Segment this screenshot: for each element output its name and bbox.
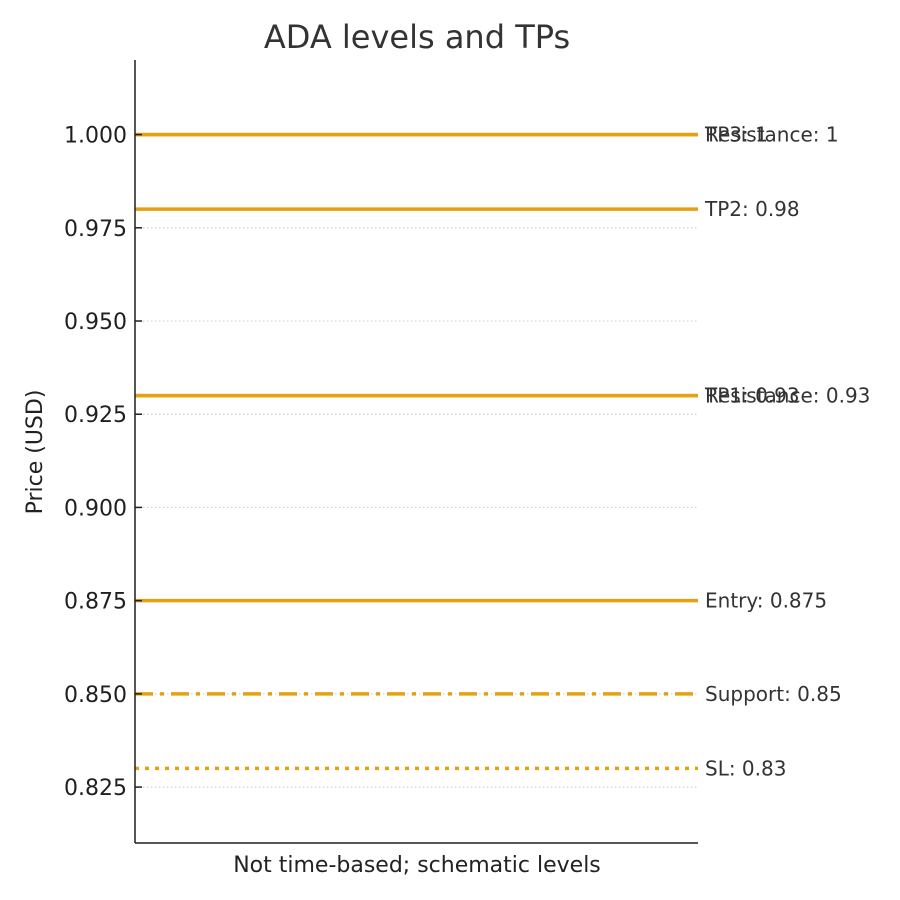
label-layer: Resistance: 1 Resistance: 0.93 Entry: 0.87… — [704, 123, 870, 781]
y-tick-label: 1.000 — [64, 124, 127, 149]
series-layer — [135, 132, 698, 771]
y-tick-label: 0.875 — [64, 590, 127, 615]
y-tick-label: 0.925 — [64, 403, 127, 428]
grid-layer — [135, 134, 698, 788]
y-tick-label: 0.825 — [64, 776, 127, 801]
y-axis-label: Price (USD) — [23, 390, 48, 515]
y-tick-label: 0.900 — [64, 496, 127, 521]
level-label-sl: SL: 0.83 — [705, 756, 786, 780]
level-label-entry: Entry: 0.875 — [705, 589, 827, 613]
y-tick-label: 0.975 — [64, 217, 127, 242]
level-label-resistance: Resistance: 1 — [705, 123, 839, 147]
level-label-support: Support: 0.85 — [705, 682, 842, 706]
level-label-tp3: TP3: 1 — [704, 123, 768, 147]
y-tick-label: 0.950 — [64, 310, 127, 335]
level-label-tp1: TP1: 0.93 — [704, 384, 800, 408]
level-label-resistance: Resistance: 0.93 — [705, 384, 870, 408]
tick-layer: 0.825 0.850 0.875 0.900 0.925 0.950 0.975 1.000 — [64, 124, 142, 801]
level-label-tp2: TP2: 0.98 — [704, 197, 800, 221]
y-tick-label: 0.850 — [64, 683, 127, 708]
x-axis-label: Not time-based; schematic levels — [233, 853, 601, 878]
chart-title: ADA levels and TPs — [264, 18, 570, 56]
